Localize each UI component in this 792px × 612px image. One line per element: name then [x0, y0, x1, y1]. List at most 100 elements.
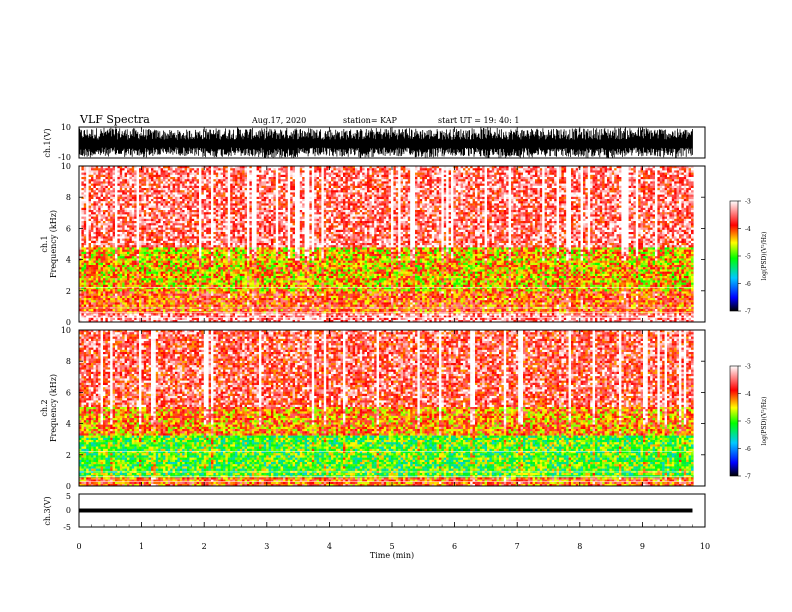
- spectrogram-cell: [216, 219, 219, 221]
- spectrogram-cell: [151, 184, 154, 186]
- spectrogram-cell: [170, 276, 173, 278]
- spectrogram-cell: [89, 212, 92, 214]
- spectrogram-cell: [141, 243, 144, 245]
- spectrogram-cell: [189, 265, 192, 267]
- spectrogram-cell: [177, 243, 180, 245]
- spectrogram-cell: [206, 217, 209, 219]
- spectrogram-cell: [110, 258, 113, 260]
- spectrogram-cell: [204, 173, 207, 175]
- spectrogram-cell: [89, 217, 92, 219]
- spectrogram-cell: [125, 313, 128, 315]
- spectrogram-cell: [165, 243, 168, 245]
- spectrogram-cell: [108, 256, 111, 258]
- spectrogram-cell: [158, 250, 161, 252]
- spectrogram-cell: [180, 199, 183, 201]
- spectrogram-cell: [120, 181, 123, 183]
- spectrogram-cell: [161, 302, 164, 304]
- spectrogram-cell: [156, 217, 159, 219]
- spectrogram-cell: [98, 294, 101, 296]
- spectrogram-cell: [98, 276, 101, 278]
- spectrogram-cell: [209, 276, 212, 278]
- spectrogram-cell: [129, 267, 132, 269]
- spectrogram-cell: [139, 252, 142, 254]
- spectrogram-cell: [168, 225, 171, 227]
- spectrogram-cell: [96, 230, 99, 232]
- spectrogram-cell: [84, 298, 87, 300]
- spectrogram-cell: [197, 294, 200, 296]
- spectrogram-cell: [98, 254, 101, 256]
- spectrogram-cell: [209, 217, 212, 219]
- spectrogram-cell: [209, 247, 212, 249]
- spectrogram-cell: [108, 247, 111, 249]
- spectrogram-cell: [180, 234, 183, 236]
- spectrogram-cell: [204, 181, 207, 183]
- spectrogram-cell: [173, 309, 176, 311]
- spectrogram-cell: [216, 239, 219, 241]
- spectrogram-cell: [101, 203, 104, 205]
- spectrogram-cell: [122, 287, 125, 289]
- spectrogram-cell: [187, 170, 190, 172]
- spectrogram-cell: [211, 223, 214, 225]
- spectrogram-cell: [180, 214, 183, 216]
- spectrogram-cell: [185, 269, 188, 271]
- spectrogram-cell: [168, 208, 171, 210]
- spectrogram-cell: [113, 217, 116, 219]
- spectrogram-cell: [213, 201, 216, 203]
- spectrogram-cell: [98, 241, 101, 243]
- spectrogram-cell: [177, 313, 180, 315]
- spectrogram-cell: [125, 199, 128, 201]
- spectrogram-cell: [105, 188, 108, 190]
- spectrogram-cell: [185, 276, 188, 278]
- spectrogram-cell: [216, 181, 219, 183]
- spectrogram-cell: [113, 291, 116, 293]
- spectrogram-cell: [125, 210, 128, 212]
- spectrogram-cell: [151, 285, 154, 287]
- spectrogram-cell: [180, 203, 183, 205]
- spectrogram-cell: [134, 291, 137, 293]
- spectrogram-cell: [204, 184, 207, 186]
- spectrogram-cell: [105, 214, 108, 216]
- spectrogram-cell: [209, 274, 212, 276]
- spectrogram-cell: [168, 269, 171, 271]
- spectrogram-cell: [185, 228, 188, 230]
- spectrogram-cell: [103, 234, 106, 236]
- spectrogram-cell: [86, 278, 89, 280]
- spectrogram-cell: [201, 296, 204, 298]
- spectrogram-cell: [165, 175, 168, 177]
- spectrogram-cell: [201, 269, 204, 271]
- spectrogram-cell: [141, 241, 144, 243]
- spectrogram-cell: [81, 280, 84, 282]
- spectrogram-cell: [151, 223, 154, 225]
- spectrogram-cell: [218, 263, 221, 265]
- spectrogram-cell: [216, 265, 219, 267]
- spectrogram-cell: [132, 278, 135, 280]
- spectrogram-cell: [156, 168, 159, 170]
- spectrogram-cell: [204, 170, 207, 172]
- spectrogram-cell: [192, 272, 195, 274]
- spectrogram-cell: [163, 316, 166, 318]
- spectrogram-cell: [185, 294, 188, 296]
- spectrogram-cell: [93, 170, 96, 172]
- spectrogram-cell: [177, 236, 180, 238]
- spectrogram-cell: [165, 188, 168, 190]
- spectrogram-cell: [158, 265, 161, 267]
- spectrogram-cell: [105, 263, 108, 265]
- spectrogram-cell: [192, 206, 195, 208]
- spectrogram-cell: [127, 309, 130, 311]
- spectrogram-cell: [125, 296, 128, 298]
- spectrogram-cell: [158, 192, 161, 194]
- spectrogram-cell: [127, 175, 130, 177]
- spectrogram-cell: [192, 252, 195, 254]
- spectrogram-cell: [201, 285, 204, 287]
- spectrogram-cell: [199, 265, 202, 267]
- spectrogram-cell: [84, 177, 87, 179]
- spectrogram-cell: [165, 177, 168, 179]
- spectrogram-cell: [98, 210, 101, 212]
- spectrogram-cell: [175, 300, 178, 302]
- spectrogram-cell: [93, 210, 96, 212]
- spectrogram-cell: [158, 236, 161, 238]
- spectrogram-cell: [117, 269, 120, 271]
- spectrogram-cell: [206, 272, 209, 274]
- spectrogram-cell: [98, 298, 101, 300]
- spectrogram-cell: [182, 269, 185, 271]
